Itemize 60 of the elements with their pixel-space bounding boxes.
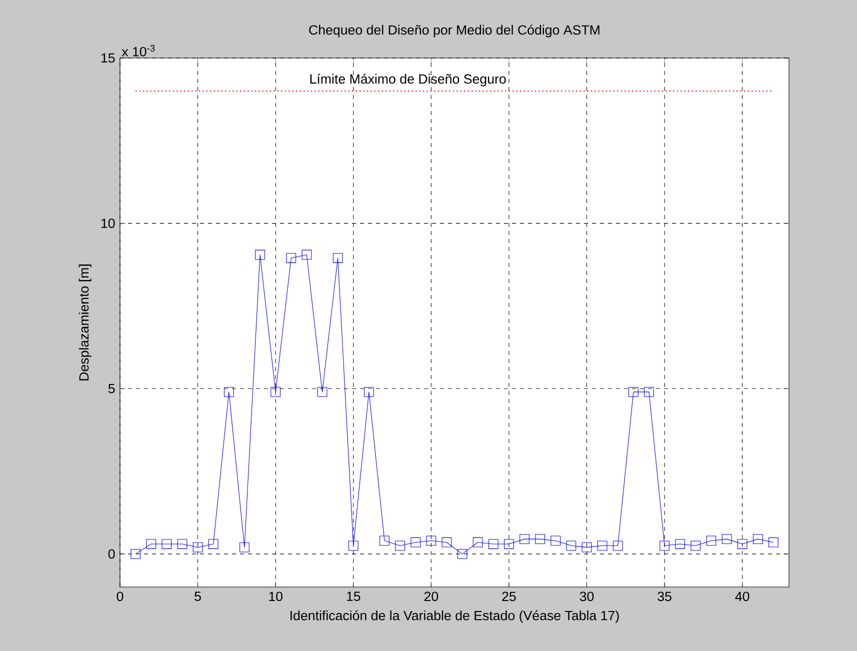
- x-tick-label: 35: [658, 592, 672, 602]
- y-tick-label: 0: [108, 549, 115, 559]
- point: [426, 536, 436, 546]
- y-tick-label: 10: [101, 218, 115, 228]
- point: [130, 549, 140, 559]
- point: [364, 386, 374, 397]
- point: [457, 549, 468, 559]
- point: [644, 386, 654, 397]
- point: [737, 539, 748, 549]
- point: [722, 534, 732, 544]
- point: [162, 539, 172, 549]
- y-tick-label: 15: [101, 53, 115, 63]
- point: [177, 539, 188, 549]
- point: [395, 540, 405, 551]
- point: [208, 539, 218, 549]
- point: [302, 250, 312, 260]
- x-tick-label: 30: [580, 592, 594, 602]
- x-tick-label: 5: [194, 592, 201, 602]
- point: [566, 540, 576, 551]
- point: [380, 536, 390, 546]
- point: [550, 536, 561, 546]
- x-tick-label: 10: [269, 592, 282, 602]
- point: [224, 386, 234, 397]
- point: [535, 534, 546, 544]
- point: [520, 534, 530, 544]
- point: [690, 540, 701, 551]
- x-tick-label: 20: [424, 592, 438, 602]
- point: [504, 539, 514, 549]
- point: [270, 386, 281, 397]
- x-tick-label: 15: [346, 592, 360, 602]
- point: [332, 253, 343, 263]
- point: [410, 537, 421, 548]
- point: [706, 536, 716, 546]
- point: [255, 250, 265, 260]
- point: [146, 539, 156, 549]
- chart-title: Chequeo del Diseño por Medio del Código ASTM: [309, 24, 600, 38]
- point: [660, 540, 670, 551]
- point: [768, 537, 778, 548]
- point: [286, 253, 296, 263]
- x-tick-label: 0: [116, 592, 124, 602]
- point: [597, 540, 608, 551]
- x-tick-label: 40: [735, 592, 750, 602]
- point: [348, 540, 358, 551]
- point: [442, 537, 452, 548]
- x-tick-label: 25: [502, 592, 516, 602]
- x-axis-title: Identificación de la Variable de Estado (Véase Tabla 17): [290, 610, 619, 623]
- y-tick-label: 5: [108, 384, 115, 394]
- point: [472, 537, 483, 548]
- point: [628, 386, 638, 397]
- point: [582, 542, 592, 552]
- point: [192, 542, 203, 552]
- ref-line-label: Límite Máximo de Diseño Seguro: [310, 74, 506, 86]
- y-axis-title: Desplazamiento [m]: [78, 264, 92, 380]
- point: [488, 539, 498, 549]
- point: [675, 539, 686, 549]
- point: [317, 386, 328, 397]
- text: x 10$^{-3}$: [122, 44, 155, 56]
- point: [612, 540, 623, 551]
- point: [752, 534, 763, 544]
- point: [240, 542, 250, 552]
